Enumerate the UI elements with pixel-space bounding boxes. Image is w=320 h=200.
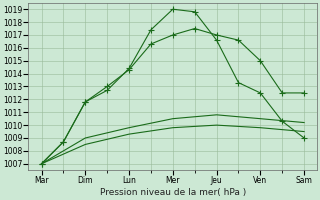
X-axis label: Pression niveau de la mer( hPa ): Pression niveau de la mer( hPa ) xyxy=(100,188,246,197)
